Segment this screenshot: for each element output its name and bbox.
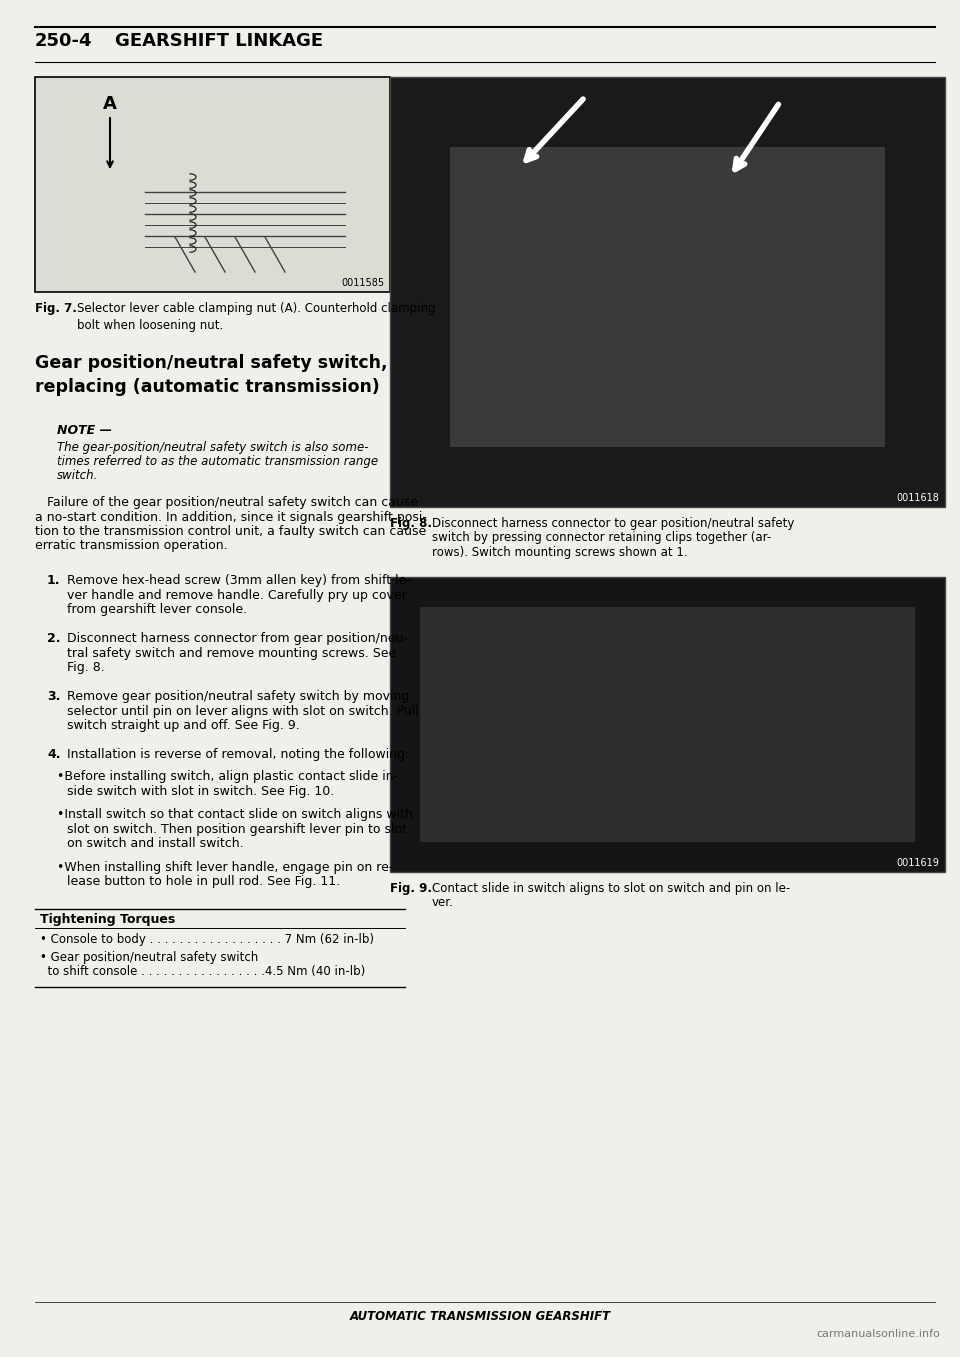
Text: 4.: 4. [47, 748, 60, 761]
Text: to shift console . . . . . . . . . . . . . . . . .4.5 Nm (40 in-lb): to shift console . . . . . . . . . . . .… [40, 965, 365, 978]
Text: from gearshift lever console.: from gearshift lever console. [67, 603, 247, 616]
Text: slot on switch. Then position gearshift lever pin to slot: slot on switch. Then position gearshift … [67, 822, 407, 836]
Bar [390, 77, 945, 508]
Text: lease button to hole in pull rod. See Fig. 11.: lease button to hole in pull rod. See Fi… [67, 875, 340, 889]
Text: 2.: 2. [47, 632, 60, 645]
Text: 250-4: 250-4 [35, 33, 92, 50]
Text: times referred to as the automatic transmission range: times referred to as the automatic trans… [57, 455, 378, 468]
Text: switch by pressing connector retaining clips together (ar-: switch by pressing connector retaining c… [432, 532, 771, 544]
Text: on switch and install switch.: on switch and install switch. [67, 837, 244, 849]
Text: NOTE —: NOTE — [57, 423, 112, 437]
Bar [420, 607, 915, 841]
Text: Remove hex-head screw (3mm allen key) from shift le-: Remove hex-head screw (3mm allen key) fr… [67, 574, 411, 588]
Text: Failure of the gear position/neutral safety switch can cause: Failure of the gear position/neutral saf… [35, 497, 419, 509]
Text: a no-start condition. In addition, since it signals gearshift posi-: a no-start condition. In addition, since… [35, 510, 427, 524]
Text: carmanualsonline.info: carmanualsonline.info [816, 1329, 940, 1339]
Text: Selector lever cable clamping nut (A). Counterhold clamping
bolt when loosening : Selector lever cable clamping nut (A). C… [77, 303, 436, 332]
Text: Disconnect harness connector from gear position/neu-: Disconnect harness connector from gear p… [67, 632, 408, 645]
Text: Fig. 9.: Fig. 9. [390, 882, 432, 896]
Text: replacing (automatic transmission): replacing (automatic transmission) [35, 379, 380, 396]
Text: tral safety switch and remove mounting screws. See: tral safety switch and remove mounting s… [67, 646, 396, 660]
Text: The gear-position/neutral safety switch is also some-: The gear-position/neutral safety switch … [57, 441, 369, 455]
Text: Installation is reverse of removal, noting the following:: Installation is reverse of removal, noti… [67, 748, 409, 761]
Text: rows). Switch mounting screws shown at 1.: rows). Switch mounting screws shown at 1… [432, 546, 687, 559]
Text: switch.: switch. [57, 470, 98, 482]
Text: A: A [103, 95, 117, 113]
Text: • Console to body . . . . . . . . . . . . . . . . . . 7 Nm (62 in-lb): • Console to body . . . . . . . . . . . … [40, 934, 374, 946]
Text: switch straight up and off. See Fig. 9.: switch straight up and off. See Fig. 9. [67, 719, 300, 731]
Text: 3.: 3. [47, 689, 60, 703]
Text: 0011585: 0011585 [341, 278, 384, 288]
Text: tion to the transmission control unit, a faulty switch can cause: tion to the transmission control unit, a… [35, 525, 426, 537]
Text: Remove gear position/neutral safety switch by moving: Remove gear position/neutral safety swit… [67, 689, 409, 703]
Text: 1.: 1. [47, 574, 60, 588]
Text: 0011619: 0011619 [896, 858, 939, 868]
Text: Fig. 8.: Fig. 8. [67, 661, 105, 674]
Text: side switch with slot in switch. See Fig. 10.: side switch with slot in switch. See Fig… [67, 784, 334, 798]
Text: Disconnect harness connector to gear position/neutral safety: Disconnect harness connector to gear pos… [432, 517, 794, 531]
Text: GEARSHIFT LINKAGE: GEARSHIFT LINKAGE [115, 33, 324, 50]
Text: •Before installing switch, align plastic contact slide in-: •Before installing switch, align plastic… [57, 769, 398, 783]
Text: •When installing shift lever handle, engage pin on re-: •When installing shift lever handle, eng… [57, 860, 394, 874]
Bar [450, 147, 885, 446]
Text: AUTOMATIC TRANSMISSION GEARSHIFT: AUTOMATIC TRANSMISSION GEARSHIFT [349, 1310, 611, 1323]
Text: selector until pin on lever aligns with slot on switch. Pull: selector until pin on lever aligns with … [67, 704, 419, 718]
Text: Fig. 7.: Fig. 7. [35, 303, 77, 315]
Text: Tightening Torques: Tightening Torques [40, 913, 176, 925]
Text: ver.: ver. [432, 897, 454, 909]
Text: Gear position/neutral safety switch,: Gear position/neutral safety switch, [35, 354, 388, 372]
Text: Contact slide in switch aligns to slot on switch and pin on le-: Contact slide in switch aligns to slot o… [432, 882, 790, 896]
Bar [390, 577, 945, 873]
Text: •Install switch so that contact slide on switch aligns with: •Install switch so that contact slide on… [57, 807, 413, 821]
Bar [35, 77, 390, 292]
Text: • Gear position/neutral safety switch: • Gear position/neutral safety switch [40, 951, 258, 963]
Text: ver handle and remove handle. Carefully pry up cover: ver handle and remove handle. Carefully … [67, 589, 407, 601]
Text: erratic transmission operation.: erratic transmission operation. [35, 540, 228, 552]
Text: Fig. 8.: Fig. 8. [390, 517, 432, 531]
Text: 0011618: 0011618 [896, 493, 939, 503]
